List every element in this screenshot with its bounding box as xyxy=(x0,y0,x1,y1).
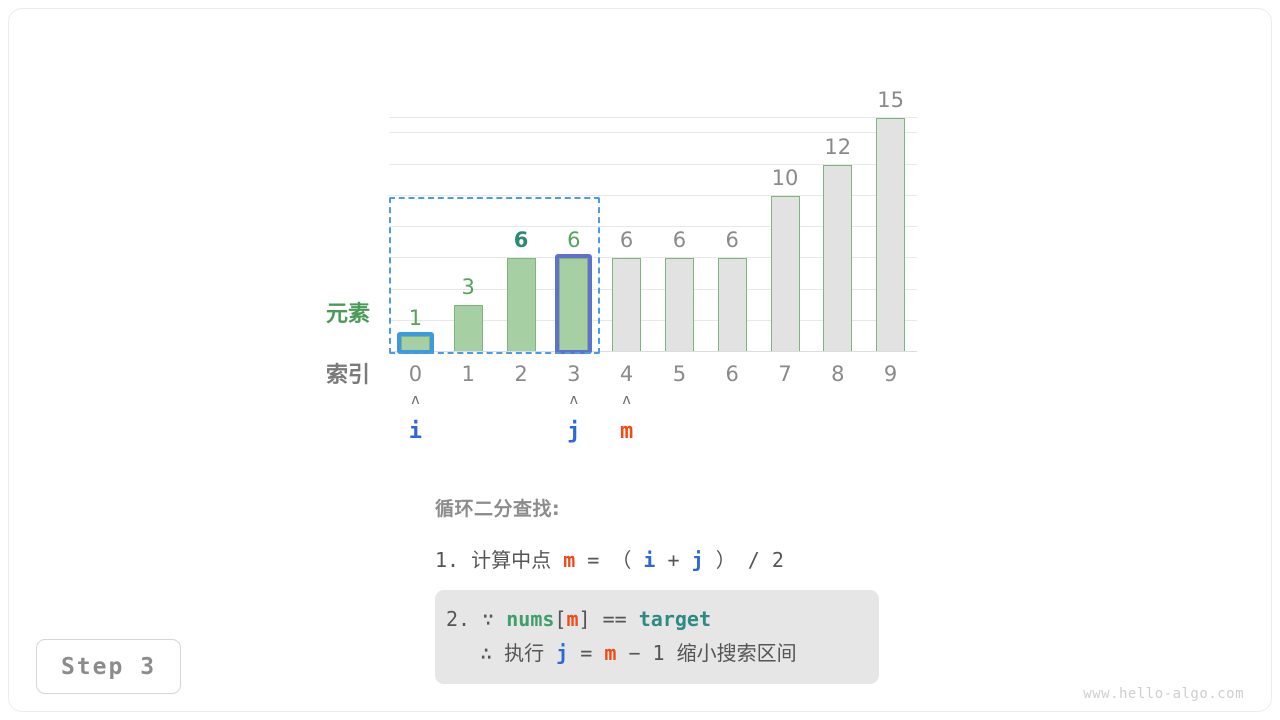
step1-cjk: 计算中点 xyxy=(471,548,552,572)
step1-var-m: m xyxy=(563,548,576,572)
explanation-step-1: 1. 计算中点 m = （ i + j ） / 2 xyxy=(435,544,905,576)
therefore-symbol: ∴ xyxy=(480,641,493,665)
index-label-4: 4 xyxy=(619,362,634,386)
bar-index-7 xyxy=(770,195,800,352)
step2-lbracket: [ xyxy=(554,607,567,631)
step1-var-i: i xyxy=(643,548,656,572)
step2-minus: − xyxy=(628,641,641,665)
step1-rparen: ） xyxy=(715,548,736,572)
step2-target: target xyxy=(638,607,711,631)
value-label-index-9: 15 xyxy=(877,87,904,112)
pointer-label-m: m xyxy=(619,419,634,444)
step2-exec: 执行 xyxy=(504,641,545,665)
gridline xyxy=(389,194,917,196)
value-label-index-8: 12 xyxy=(824,134,852,159)
step2-eqeq: == xyxy=(602,607,627,631)
step2-equals: = xyxy=(580,641,593,665)
pointer-caret-i: ʌ xyxy=(411,392,420,408)
bar-chart xyxy=(389,110,917,352)
step2-line-1: 2. ∵ nums[m] == target xyxy=(446,602,863,636)
gridline xyxy=(389,288,917,290)
step1-lparen: （ xyxy=(611,548,632,572)
explanation-step-2: 2. ∵ nums[m] == target ∴ 执行 j = m − 1 缩小… xyxy=(435,590,879,684)
chart-baseline xyxy=(389,351,917,352)
index-label-0: 0 xyxy=(408,362,423,386)
step2-tail: 缩小搜索区间 xyxy=(676,641,797,665)
explanation-caption: 循环二分查找: xyxy=(435,498,561,520)
step1-equals: = xyxy=(587,548,600,572)
bar-index-6 xyxy=(717,258,747,352)
gridline xyxy=(389,319,917,321)
bar-index-5 xyxy=(664,258,694,352)
value-label-index-4: 6 xyxy=(619,228,634,253)
chart-value-labels: 1 3 6 6 6 6 6 10 12 15 xyxy=(389,0,917,360)
index-label-2: 2 xyxy=(514,362,528,386)
index-label-3: 3 xyxy=(567,362,581,386)
index-label-5: 5 xyxy=(672,362,687,386)
index-row-label: 索引 xyxy=(325,363,370,388)
value-label-index-3: 6 xyxy=(567,228,581,253)
bar-index-8 xyxy=(823,164,853,352)
elements-row-label: 元素 xyxy=(325,302,370,327)
bar-index-9 xyxy=(876,117,906,352)
step1-var-j: j xyxy=(691,548,704,572)
step2-line-2: ∴ 执行 j = m − 1 缩小搜索区间 xyxy=(446,636,863,670)
search-range-box xyxy=(389,197,601,354)
bar-index-3 xyxy=(559,258,589,352)
index-axis-row: 0 1 2 3 4 5 6 7 8 9 xyxy=(389,361,917,389)
site-watermark: www.hello-algo.com xyxy=(1083,686,1244,702)
mid-bar-highlight xyxy=(555,254,593,354)
step2-number: 2. xyxy=(446,607,471,631)
gridline xyxy=(389,257,917,259)
step1-number: 1. xyxy=(435,548,460,572)
because-symbol: ∵ xyxy=(482,607,495,631)
step1-slash: / xyxy=(747,548,760,572)
bar-index-1 xyxy=(453,305,483,352)
value-label-index-6: 6 xyxy=(725,228,739,253)
step1-plus: + xyxy=(667,548,680,572)
explanation-block: 循环二分查找: 1. 计算中点 m = （ i + j ） / 2 2. ∵ n… xyxy=(435,494,905,684)
gridline xyxy=(389,226,917,228)
bar-index-2 xyxy=(506,258,536,352)
gridline xyxy=(389,132,917,134)
index-label-7: 7 xyxy=(778,362,792,386)
step-badge-label: Step 3 xyxy=(60,653,157,680)
index-label-8: 8 xyxy=(831,362,845,386)
step2-var-m2: m xyxy=(604,641,617,665)
index-label-6: 6 xyxy=(725,362,739,386)
index-label-9: 9 xyxy=(883,362,898,386)
value-label-index-0: 1 xyxy=(408,306,423,331)
value-label-index-7: 10 xyxy=(771,165,799,190)
gridline xyxy=(389,163,917,165)
step1-two: 2 xyxy=(771,548,784,572)
step2-var-j: j xyxy=(556,641,569,665)
value-label-index-2: 6 xyxy=(513,228,529,253)
pointer-label-j: j xyxy=(567,419,581,444)
step2-one: 1 xyxy=(652,641,665,665)
index-label-1: 1 xyxy=(461,362,475,386)
gridline xyxy=(389,116,917,118)
step2-nums: nums xyxy=(506,607,555,631)
bar-index-4 xyxy=(612,258,642,352)
pointer-caret-j: ʌ xyxy=(569,392,579,408)
value-label-index-1: 3 xyxy=(461,275,475,300)
step2-var-m: m xyxy=(566,607,579,631)
pointer-caret-m: ʌ xyxy=(622,392,631,408)
pointer-label-i: i xyxy=(408,419,423,444)
step-badge: Step 3 xyxy=(36,639,181,694)
step2-rbracket: ] xyxy=(578,607,591,631)
value-label-index-5: 6 xyxy=(672,228,687,253)
